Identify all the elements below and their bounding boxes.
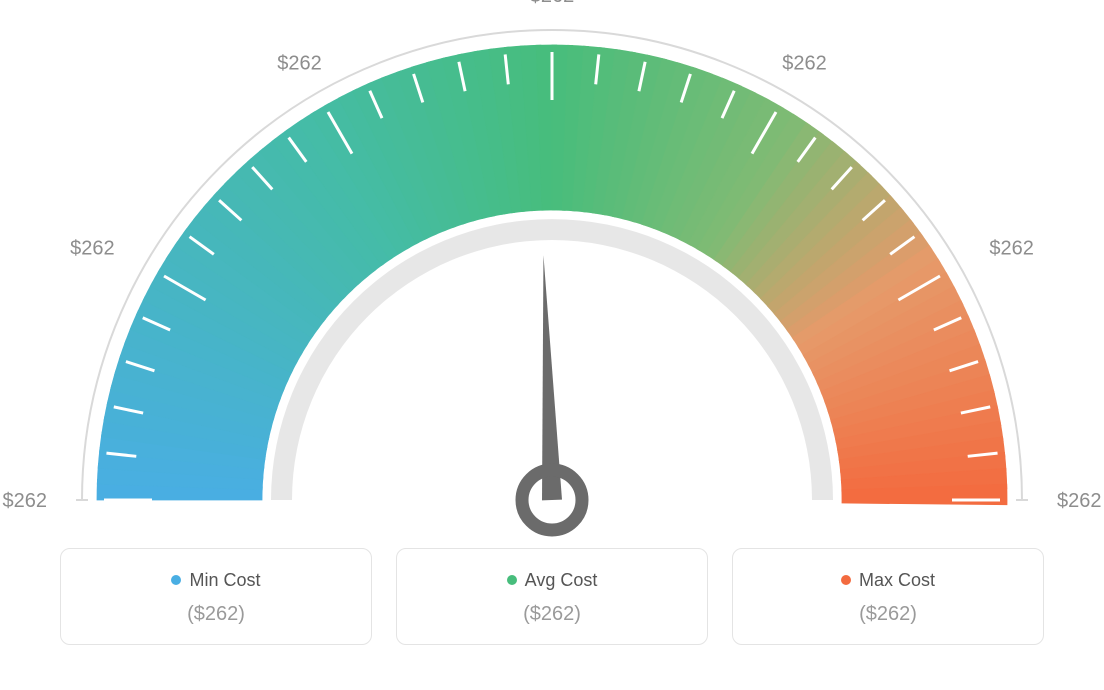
tick-label: $262 [1057,490,1102,512]
tick-label: $262 [530,0,575,7]
min-cost-label: Min Cost [189,570,260,590]
max-cost-value: ($262) [743,603,1033,626]
gauge-chart: $262 $262 $262 $262 $262 $262 $262 [0,0,1104,540]
legend-cards: Min Cost ($262) Avg Cost ($262) Max Cost… [0,548,1104,645]
tick-label: $262 [3,490,48,512]
max-dot-icon [841,575,851,585]
min-dot-icon [171,575,181,585]
avg-cost-value: ($262) [407,603,697,626]
max-cost-title: Max Cost [743,569,1033,591]
max-cost-card: Max Cost ($262) [732,548,1044,645]
tick-label: $262 [70,238,115,260]
avg-cost-title: Avg Cost [407,569,697,591]
min-cost-card: Min Cost ($262) [60,548,372,645]
min-cost-value: ($262) [71,603,361,626]
max-cost-label: Max Cost [859,570,935,590]
min-cost-title: Min Cost [71,569,361,591]
tick-label: $262 [989,238,1033,260]
tick-label: $262 [277,53,322,75]
avg-dot-icon [507,575,517,585]
tick-label: $262 [782,53,827,75]
avg-cost-label: Avg Cost [525,570,598,590]
avg-cost-card: Avg Cost ($262) [396,548,708,645]
gauge-svg: $262 $262 $262 $262 $262 $262 $262 [0,0,1104,560]
